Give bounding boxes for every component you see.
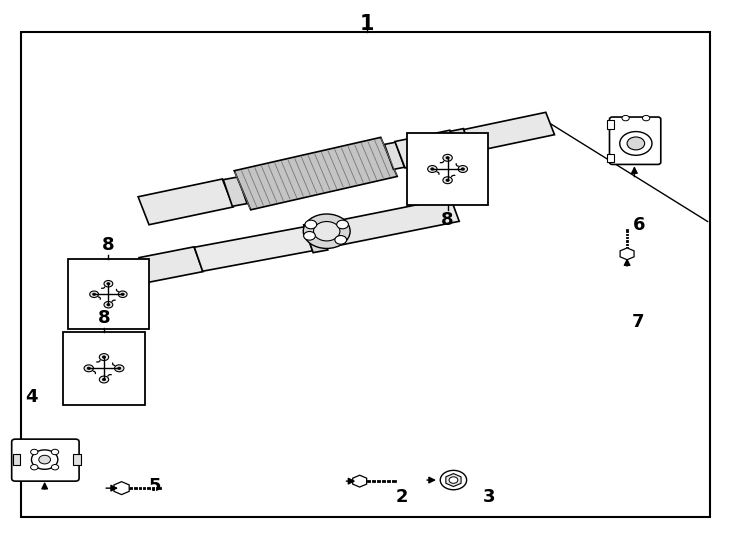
Circle shape [305,220,316,229]
FancyBboxPatch shape [12,439,79,481]
Text: 8: 8 [441,211,454,229]
Circle shape [443,177,452,184]
Circle shape [622,116,629,121]
Text: 2: 2 [396,488,408,506]
Circle shape [449,477,458,483]
Polygon shape [446,474,461,487]
Circle shape [335,235,346,244]
Polygon shape [319,198,459,248]
Bar [407,133,488,205]
Text: 8: 8 [98,308,110,327]
Circle shape [99,376,109,383]
Bar [73,454,81,465]
Circle shape [431,168,434,170]
Circle shape [627,137,644,150]
Circle shape [92,293,95,295]
Polygon shape [353,475,367,487]
Circle shape [303,214,350,248]
Circle shape [443,154,452,161]
Circle shape [440,470,467,490]
Circle shape [642,116,650,121]
Circle shape [87,367,90,369]
Polygon shape [195,227,313,271]
Text: 7: 7 [632,313,644,331]
Circle shape [104,280,113,287]
Circle shape [446,157,449,159]
Circle shape [32,450,58,469]
Text: 1: 1 [360,14,374,34]
Text: 3: 3 [482,488,495,506]
Polygon shape [451,129,473,156]
Bar [606,154,614,163]
Text: 5: 5 [148,477,161,495]
Polygon shape [139,247,203,282]
Circle shape [121,293,124,295]
Circle shape [102,356,106,359]
Polygon shape [138,179,233,225]
Circle shape [51,464,59,470]
Circle shape [304,232,316,240]
Circle shape [428,166,437,172]
Bar [68,259,149,329]
Circle shape [84,365,93,372]
Polygon shape [234,137,397,210]
Text: 8: 8 [102,236,115,254]
Polygon shape [464,112,554,152]
Circle shape [107,303,110,306]
Circle shape [619,132,652,156]
Bar [606,120,614,129]
Polygon shape [385,142,404,170]
Circle shape [117,367,121,369]
Circle shape [115,365,124,372]
Circle shape [118,291,127,298]
Circle shape [39,455,51,464]
Circle shape [446,179,449,181]
Polygon shape [223,177,247,206]
Polygon shape [620,248,634,260]
Circle shape [313,221,340,241]
Text: 6: 6 [633,216,646,234]
Circle shape [31,464,38,470]
Circle shape [51,449,59,455]
Circle shape [458,166,468,172]
Circle shape [461,168,465,170]
Polygon shape [114,482,129,495]
Circle shape [337,220,349,229]
Circle shape [90,291,98,298]
FancyBboxPatch shape [609,117,661,165]
Circle shape [102,379,106,381]
Circle shape [31,449,38,455]
Text: 4: 4 [25,388,37,406]
Bar [13,454,21,465]
Circle shape [107,282,110,285]
Circle shape [104,301,113,308]
Bar [63,332,145,404]
Polygon shape [395,130,460,168]
Polygon shape [304,222,328,253]
Circle shape [99,354,109,361]
